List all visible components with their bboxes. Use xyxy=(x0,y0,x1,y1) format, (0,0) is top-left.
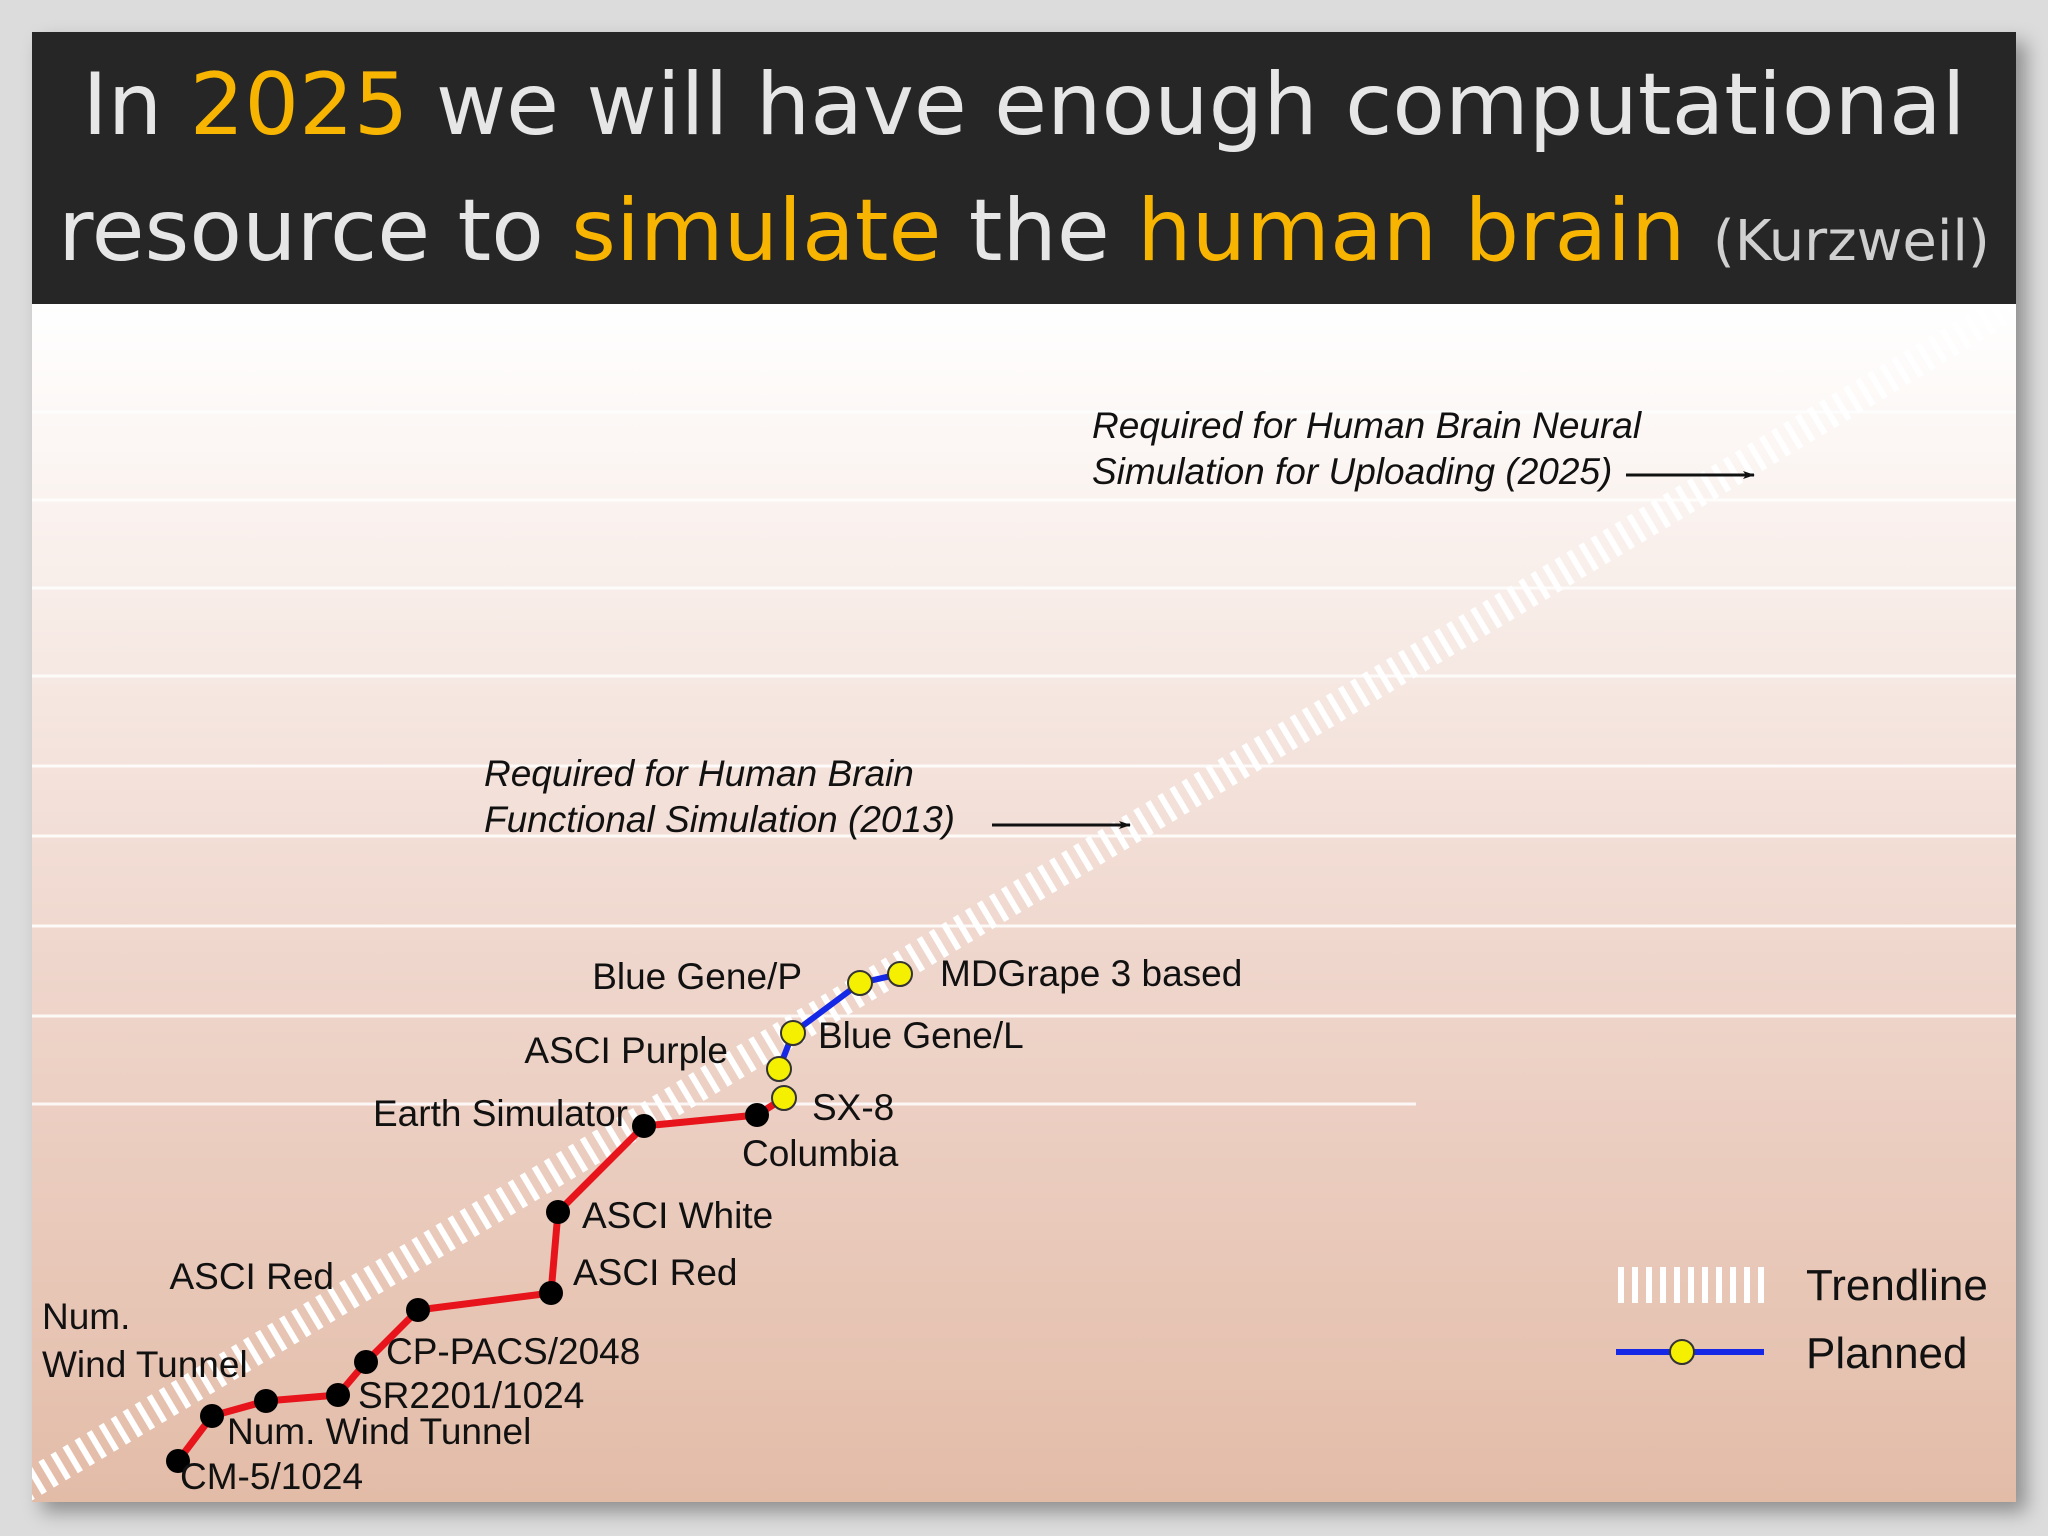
title-year-highlight: 2025 xyxy=(189,55,409,155)
annotation-text: Required for Human Brain Neural xyxy=(1092,405,1643,446)
legend-item-trendline: Trendline xyxy=(1618,1261,1988,1310)
actual-data-point xyxy=(326,1383,350,1407)
planned-data-point xyxy=(766,1056,792,1082)
data-point-label-line: Num. xyxy=(42,1296,130,1337)
legend-label: Planned xyxy=(1806,1329,1967,1378)
legend-label: Trendline xyxy=(1806,1261,1988,1310)
chart-area: Required for Human Brain Functional Simul… xyxy=(32,304,2016,1502)
slide-title: In 2025 we will have enough computationa… xyxy=(32,32,2016,304)
title-text: In xyxy=(82,55,190,155)
annotation: Required for Human Brain Functional Simul… xyxy=(484,753,1131,840)
planned-series-line xyxy=(776,971,903,1072)
chart: Required for Human Brain Functional Simul… xyxy=(32,304,2016,1502)
title-text: resource to xyxy=(58,181,572,281)
series-points xyxy=(166,961,913,1473)
actual-data-point xyxy=(745,1103,769,1127)
data-point-label: CP-PACS/2048 xyxy=(386,1331,640,1372)
data-point-label: SR2201/1024 xyxy=(358,1375,584,1416)
actual-data-point xyxy=(406,1298,430,1322)
actual-data-point xyxy=(632,1114,656,1138)
slide: In 2025 we will have enough computationa… xyxy=(32,32,2016,1502)
data-point-label: Blue Gene/P xyxy=(592,956,802,997)
yellow-marker-icon xyxy=(1669,1339,1695,1365)
data-point-label: ASCI Red xyxy=(169,1256,334,1297)
grid-lines xyxy=(32,322,2016,1106)
trendline-band xyxy=(32,304,2016,1501)
data-point-label: ASCI Red xyxy=(573,1252,738,1293)
legend-item-planned: Planned xyxy=(1616,1329,1967,1378)
data-point-label: Blue Gene/L xyxy=(818,1015,1024,1056)
planned-data-point xyxy=(780,1020,806,1046)
legend: Trendline Planned xyxy=(1616,1261,1988,1378)
trendline xyxy=(32,304,2016,1501)
actual-data-point xyxy=(254,1389,278,1413)
data-point-label: CM-5/1024 xyxy=(180,1456,363,1497)
actual-data-point xyxy=(166,1449,190,1473)
title-line-2: resource to simulate the human brain (Ku… xyxy=(32,168,2016,305)
data-point-label: Columbia xyxy=(742,1133,899,1174)
data-point-label: Num. Wind Tunnel xyxy=(227,1411,531,1452)
annotations: Required for Human Brain Functional Simul… xyxy=(484,405,1755,840)
planned-data-point xyxy=(771,1085,797,1111)
title-line-1: In 2025 we will have enough computationa… xyxy=(32,42,2016,168)
actual-data-point xyxy=(200,1404,224,1428)
data-point-label: ASCI White xyxy=(582,1195,773,1236)
annotation-text: Simulation for Uploading (2025) xyxy=(1092,451,1612,492)
title-text: we will have enough computational xyxy=(408,55,1966,155)
annotation: Required for Human Brain Neural Simulatio… xyxy=(1092,405,1755,492)
data-point-label: Num. Wind Tunnel xyxy=(42,1296,248,1385)
annotation-text: Required for Human Brain xyxy=(484,753,914,794)
title-simulate-highlight: simulate xyxy=(571,181,942,281)
actual-data-point xyxy=(546,1200,570,1224)
actual-data-point xyxy=(354,1350,378,1374)
chart-background xyxy=(32,304,2016,1502)
actual-data-point xyxy=(539,1281,563,1305)
data-point-label: ASCI Purple xyxy=(524,1030,728,1071)
annotation-text: Functional Simulation (2013) xyxy=(484,799,955,840)
planned-data-point xyxy=(847,970,873,996)
data-point-label: MDGrape 3 based xyxy=(940,953,1242,994)
title-text: the xyxy=(941,181,1138,281)
planned-data-point xyxy=(887,961,913,987)
title-brain-highlight: human brain xyxy=(1137,181,1686,281)
data-point-label: Earth Simulator xyxy=(373,1093,628,1134)
data-point-label: SX-8 xyxy=(812,1087,894,1128)
title-source: (Kurzweil) xyxy=(1712,209,1990,274)
data-point-label-line: Wind Tunnel xyxy=(42,1344,248,1385)
